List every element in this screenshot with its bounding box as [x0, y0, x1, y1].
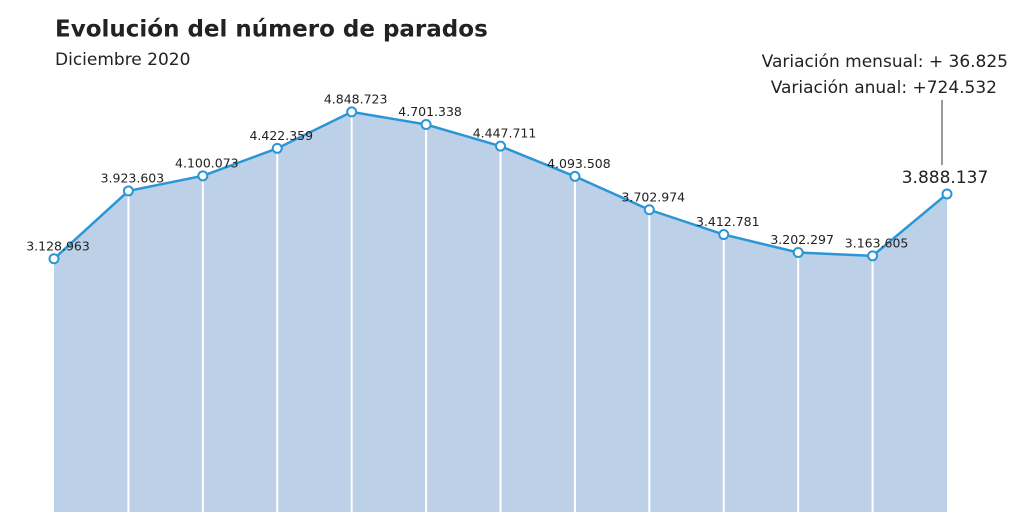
- value-label: 4.447.711: [473, 126, 537, 141]
- value-label: 3.888.137: [902, 168, 989, 188]
- point: [48, 253, 60, 265]
- value-label: 4.701.338: [398, 104, 462, 119]
- point: [792, 247, 804, 259]
- value-label: 3.202.297: [770, 232, 834, 247]
- point: [941, 188, 953, 200]
- chart-subtitle: Diciembre 2020: [55, 50, 190, 70]
- point: [718, 229, 730, 241]
- point: [495, 140, 506, 152]
- point: [569, 170, 581, 182]
- value-label: 3.923.603: [101, 170, 165, 185]
- annotation: Variación mensual: + 36.825: [762, 52, 1008, 72]
- value-label: 3.163.605: [845, 235, 909, 250]
- value-label: 3.412.781: [696, 214, 760, 229]
- chart-title: Evolución del número de parados: [55, 17, 488, 43]
- point: [346, 106, 358, 118]
- point: [271, 142, 283, 154]
- value-label: 4.093.508: [547, 156, 611, 171]
- point: [122, 185, 134, 197]
- value-label: 3.702.974: [622, 189, 686, 204]
- point: [197, 170, 209, 182]
- value-label: 4.100.073: [175, 155, 239, 170]
- point: [867, 250, 879, 262]
- point: [643, 204, 655, 216]
- value-label: 4.848.723: [324, 91, 388, 106]
- point: [420, 119, 432, 131]
- annotation: Variación anual: +724.532: [771, 78, 997, 98]
- value-label: 3.128.963: [26, 238, 90, 253]
- value-label: 4.422.359: [249, 128, 313, 143]
